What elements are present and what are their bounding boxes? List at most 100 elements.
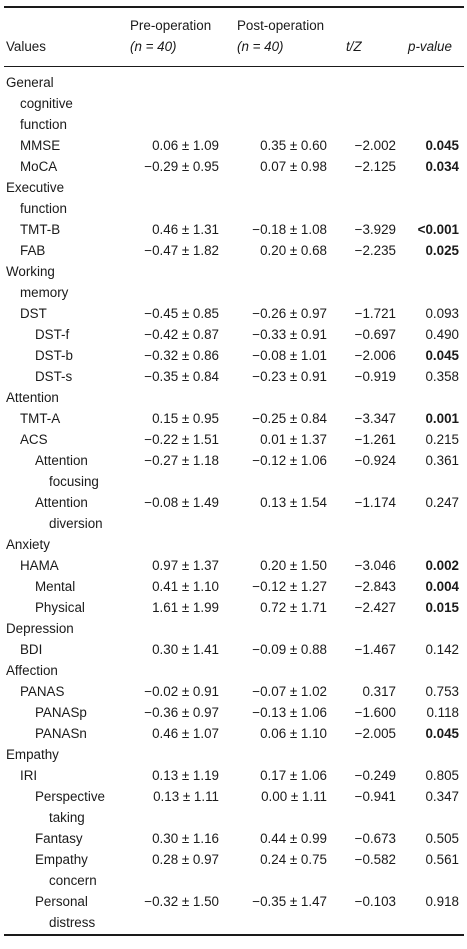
pre-value: 0.15 ± 0.95 xyxy=(152,411,219,426)
tz-value: −1.261 xyxy=(354,432,396,447)
post-value: 0.72 ± 1.71 xyxy=(260,600,327,615)
p-value: 0.118 xyxy=(426,705,459,720)
pre-value: 0.46 ± 1.31 xyxy=(152,222,219,237)
pre-value: −0.27 ± 1.18 xyxy=(144,453,219,468)
pre-value: 0.97 ± 1.37 xyxy=(152,558,219,573)
post-value: −0.23 ± 0.91 xyxy=(252,369,327,384)
row-label: Perspective xyxy=(35,789,105,804)
post-value: −0.33 ± 0.91 xyxy=(252,327,327,342)
row-label: Depression xyxy=(6,621,74,636)
pre-value: 0.13 ± 1.11 xyxy=(153,789,219,804)
tz-value: −2.006 xyxy=(354,348,396,363)
p-value: 0.015 xyxy=(425,600,459,615)
row-label: Physical xyxy=(35,600,85,615)
pre-value: 0.30 ± 1.41 xyxy=(152,642,219,657)
row-label: Mental xyxy=(35,579,76,594)
row-label: cognitive xyxy=(20,96,73,111)
tz-value: −3.046 xyxy=(354,558,396,573)
post-value: 0.01 ± 1.37 xyxy=(260,432,327,447)
pre-value: −0.08 ± 1.49 xyxy=(144,495,219,510)
tz-value: −1.600 xyxy=(354,705,396,720)
row-label: BDI xyxy=(20,642,43,657)
row-label: Anxiety xyxy=(6,537,50,552)
row-label: Personal xyxy=(35,894,88,909)
pre-value: −0.36 ± 0.97 xyxy=(144,705,219,720)
post-value: −0.12 ± 1.27 xyxy=(252,579,327,594)
tz-value: −0.919 xyxy=(354,369,396,384)
row-label: focusing xyxy=(49,474,99,489)
post-value: −0.25 ± 0.84 xyxy=(252,411,327,426)
pre-value: −0.32 ± 1.50 xyxy=(144,894,219,909)
post-value: −0.26 ± 0.97 xyxy=(252,306,327,321)
row-label: TMT-B xyxy=(20,222,61,237)
header-pre-line2: (n = 40) xyxy=(130,39,177,54)
row-label: MoCA xyxy=(20,159,58,174)
row-label: General xyxy=(6,75,54,90)
post-value: −0.07 ± 1.02 xyxy=(252,684,327,699)
row-label: function xyxy=(20,201,67,216)
header-values: Values xyxy=(6,39,46,54)
row-label: Executive xyxy=(6,180,65,195)
tz-value: −2.125 xyxy=(354,159,396,174)
row-label: HAMA xyxy=(20,558,59,573)
pre-value: 1.61 ± 1.99 xyxy=(152,600,219,615)
top-rule xyxy=(4,6,464,8)
pre-value: −0.42 ± 0.87 xyxy=(144,327,219,342)
p-value: 0.215 xyxy=(425,432,459,447)
pre-value: −0.32 ± 0.86 xyxy=(144,348,219,363)
post-value: 0.20 ± 1.50 xyxy=(260,558,327,573)
tz-value: −0.582 xyxy=(354,852,396,867)
tz-value: −1.467 xyxy=(354,642,396,657)
tz-value: −2.843 xyxy=(354,579,396,594)
row-label: Attention xyxy=(35,495,88,510)
post-value: 0.13 ± 1.54 xyxy=(260,495,327,510)
p-value: 0.753 xyxy=(425,684,459,699)
p-value: 0.347 xyxy=(425,789,459,804)
row-label: Attention xyxy=(35,453,88,468)
pre-value: 0.30 ± 1.16 xyxy=(152,831,219,846)
row-label: diversion xyxy=(49,516,103,531)
tz-value: −0.103 xyxy=(354,894,396,909)
post-value: 0.00 ± 1.11 xyxy=(261,789,327,804)
p-value: 0.045 xyxy=(425,138,459,153)
pre-value: 0.13 ± 1.19 xyxy=(152,768,219,783)
row-label: Working xyxy=(6,264,55,279)
tz-value: −3.929 xyxy=(354,222,396,237)
p-value: 0.361 xyxy=(425,453,459,468)
tz-value: −1.721 xyxy=(354,306,396,321)
row-label: TMT-A xyxy=(20,411,61,426)
post-value: −0.13 ± 1.06 xyxy=(252,705,327,720)
row-label: PANASp xyxy=(35,705,87,720)
p-value: 0.918 xyxy=(425,894,459,909)
row-label: DST-b xyxy=(35,348,73,363)
p-value: 0.358 xyxy=(425,369,459,384)
tz-value: −2.005 xyxy=(354,726,396,741)
row-label: Empathy xyxy=(35,852,88,867)
tz-value: −2.427 xyxy=(354,600,396,615)
pre-value: 0.46 ± 1.07 xyxy=(152,726,219,741)
tz-value: 0.317 xyxy=(362,684,396,699)
tz-value: −3.347 xyxy=(354,411,396,426)
row-label: Affection xyxy=(6,663,58,678)
p-value: 0.247 xyxy=(425,495,459,510)
p-value: 0.490 xyxy=(425,327,459,342)
row-label: FAB xyxy=(20,243,46,258)
tz-value: −0.249 xyxy=(354,768,396,783)
header-p-value: p-value xyxy=(408,39,452,54)
pre-value: 0.41 ± 1.10 xyxy=(152,579,219,594)
tz-value: −0.697 xyxy=(354,327,396,342)
row-label: MMSE xyxy=(20,138,61,153)
header-post-line2: (n = 40) xyxy=(237,39,284,54)
row-label: taking xyxy=(49,810,85,825)
tz-value: −2.235 xyxy=(354,243,396,258)
row-label: DST-s xyxy=(35,369,73,384)
header-tz: t/Z xyxy=(346,39,362,54)
row-label: IRI xyxy=(20,768,38,783)
post-value: 0.24 ± 0.75 xyxy=(260,852,327,867)
p-value: 0.001 xyxy=(425,411,459,426)
post-value: 0.20 ± 0.68 xyxy=(260,243,327,258)
row-label: PANAS xyxy=(20,684,65,699)
pre-value: −0.35 ± 0.84 xyxy=(144,369,219,384)
row-label: Empathy xyxy=(6,747,59,762)
post-value: 0.44 ± 0.99 xyxy=(260,831,327,846)
